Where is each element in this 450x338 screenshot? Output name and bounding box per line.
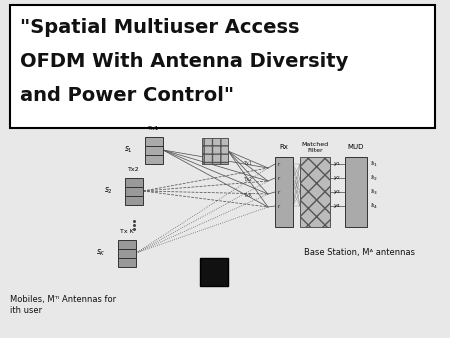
Bar [345,157,367,227]
Text: r: r [278,203,280,209]
Bar [125,178,143,187]
Bar [125,196,143,205]
Text: $y_2$: $y_2$ [333,174,341,182]
Bar [145,146,163,155]
Text: $y_1$: $y_1$ [333,160,341,168]
Text: and Power Control": and Power Control" [20,86,234,105]
Text: Base Station, Mᴬ antennas: Base Station, Mᴬ antennas [305,248,415,257]
Text: $s_2$: $s_2$ [104,186,113,196]
Text: Tx1: Tx1 [148,126,160,131]
Text: ith user: ith user [10,306,42,315]
Text: $\hat{s}_1$: $\hat{s}_1$ [370,159,378,169]
Text: Tx K: Tx K [120,229,134,234]
Bar [300,157,330,227]
Text: $\hat{s}_4$: $\hat{s}_4$ [370,201,378,211]
Text: Matched: Matched [302,142,328,147]
Text: $y_4$: $y_4$ [333,202,342,210]
Text: Tx1: Tx1 [243,161,252,166]
Text: "Spatial Multiuser Access: "Spatial Multiuser Access [20,18,300,37]
Text: Rx: Rx [279,144,288,150]
Bar [10,5,435,128]
Bar [118,249,136,258]
Text: r: r [278,190,280,194]
Text: $y_3$: $y_3$ [333,188,341,196]
Bar [200,258,228,286]
Text: $s_K$: $s_K$ [96,248,106,258]
Bar [275,157,293,227]
Text: $\hat{s}_3$: $\hat{s}_3$ [370,187,378,197]
Text: Tx2: Tx2 [128,167,140,172]
Bar [202,138,228,164]
Text: $\hat{s}_2$: $\hat{s}_2$ [370,173,378,183]
Bar [145,137,163,146]
Text: r: r [278,162,280,167]
Text: OFDM With Antenna Diversity: OFDM With Antenna Diversity [20,52,348,71]
Text: r: r [278,175,280,180]
Bar [125,187,143,196]
Text: Filter: Filter [307,148,323,153]
Bar [145,155,163,164]
Text: Tx2: Tx2 [243,177,252,182]
Text: $s_1$: $s_1$ [124,145,133,155]
Bar [118,240,136,249]
Text: Mobiles, Mᵀᴵ Antennas for: Mobiles, Mᵀᴵ Antennas for [10,295,116,304]
Bar [118,258,136,267]
Text: TxK: TxK [243,193,252,198]
Text: MUD: MUD [348,144,364,150]
